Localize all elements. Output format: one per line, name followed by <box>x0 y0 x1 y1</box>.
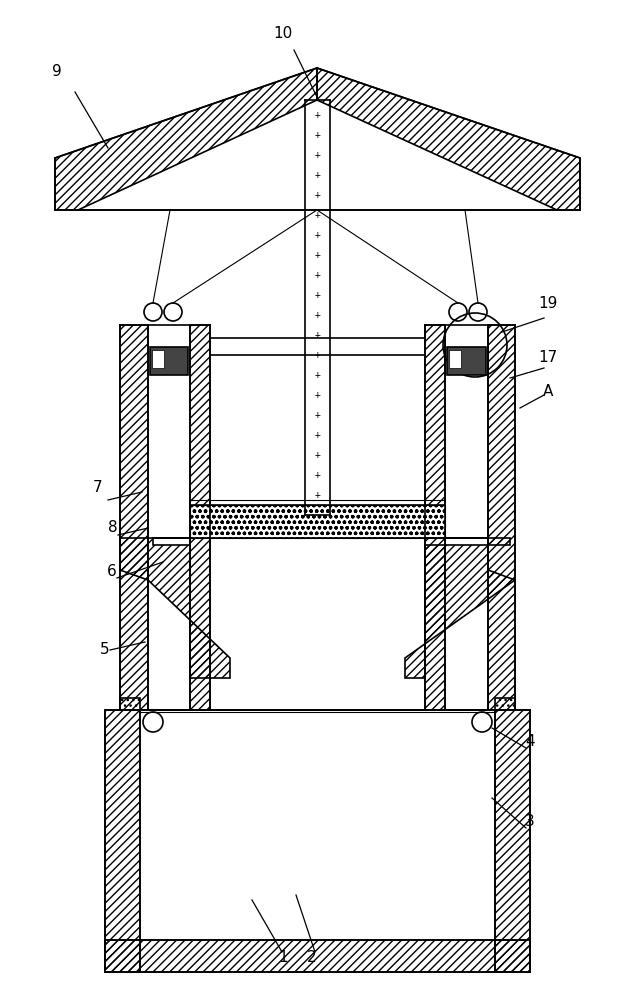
Bar <box>152 350 164 368</box>
Circle shape <box>143 712 163 732</box>
Text: +: + <box>314 210 321 220</box>
Circle shape <box>144 303 162 321</box>
Text: +: + <box>314 430 321 440</box>
Text: +: + <box>314 270 321 280</box>
Text: 7: 7 <box>93 481 103 495</box>
Text: 4: 4 <box>525 734 535 750</box>
Circle shape <box>472 712 492 732</box>
Text: +: + <box>314 370 321 380</box>
Text: +: + <box>314 410 321 420</box>
Text: +: + <box>314 330 321 340</box>
Text: +: + <box>314 170 321 180</box>
Text: 5: 5 <box>100 643 110 658</box>
Text: 3: 3 <box>525 814 535 830</box>
Text: A: A <box>543 384 553 399</box>
Bar <box>150 347 188 375</box>
Text: +: + <box>314 390 321 400</box>
Text: 9: 9 <box>52 64 62 80</box>
Bar <box>447 347 486 375</box>
Text: 2: 2 <box>307 950 317 964</box>
Text: +: + <box>314 450 321 460</box>
Text: 10: 10 <box>274 25 293 40</box>
Text: +: + <box>314 490 321 500</box>
Text: +: + <box>314 110 321 120</box>
Bar <box>190 505 445 538</box>
Text: 8: 8 <box>108 520 118 536</box>
Text: 19: 19 <box>538 296 558 310</box>
Bar <box>449 350 461 368</box>
Text: +: + <box>314 130 321 140</box>
Text: +: + <box>314 250 321 260</box>
Text: +: + <box>314 290 321 300</box>
Text: +: + <box>314 350 321 360</box>
Text: +: + <box>314 470 321 480</box>
Text: +: + <box>314 150 321 160</box>
Circle shape <box>469 303 487 321</box>
Text: 1: 1 <box>278 950 288 964</box>
Text: 17: 17 <box>538 351 558 365</box>
Text: +: + <box>314 310 321 320</box>
Circle shape <box>449 303 467 321</box>
Text: +: + <box>314 230 321 240</box>
Text: +: + <box>314 190 321 200</box>
Circle shape <box>164 303 182 321</box>
Text: 6: 6 <box>107 564 117 580</box>
